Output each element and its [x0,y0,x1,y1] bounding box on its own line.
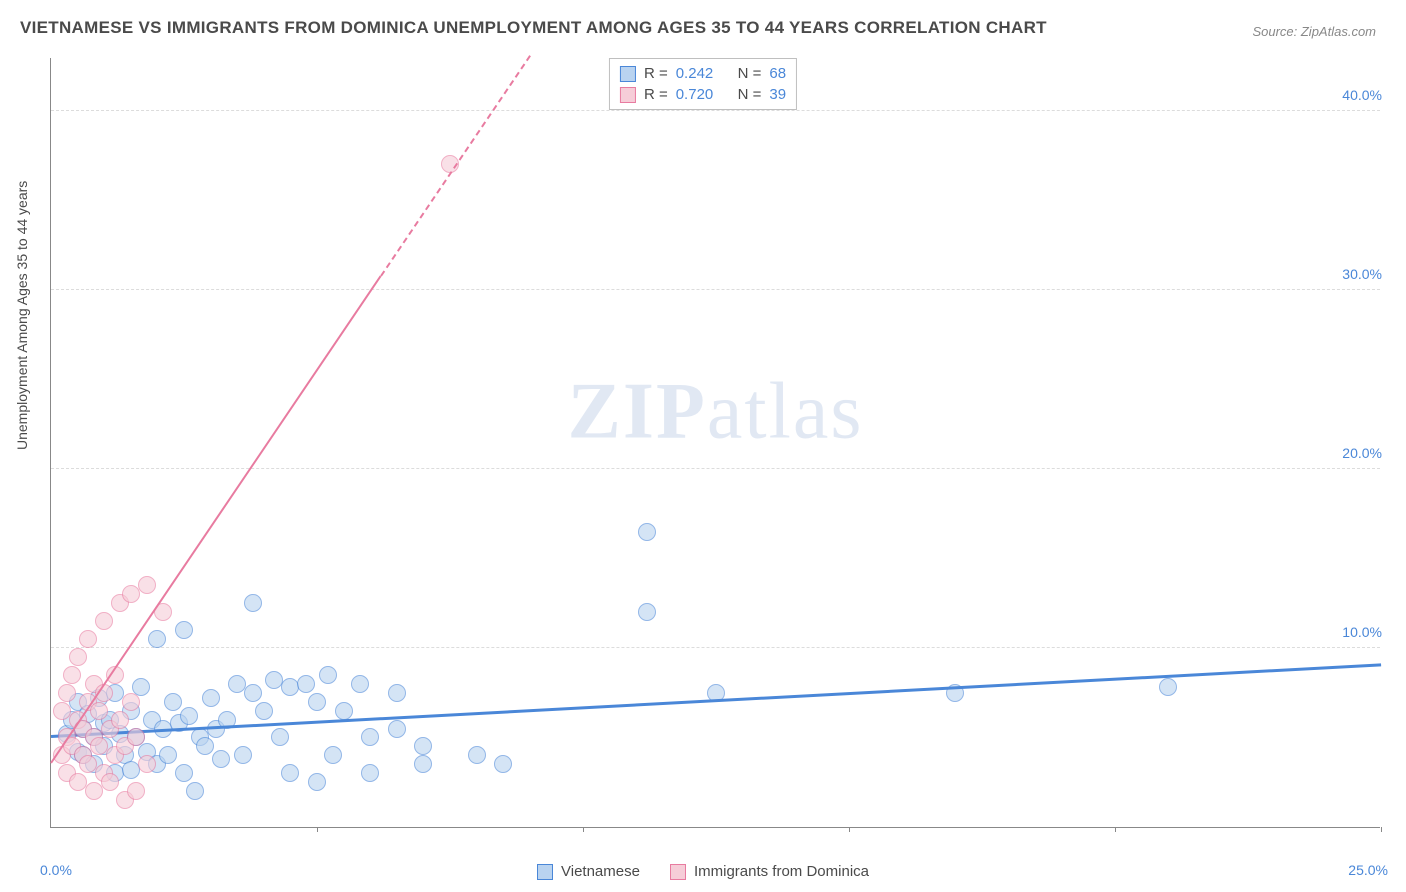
data-point [95,612,113,630]
data-point [308,693,326,711]
data-point [319,666,337,684]
data-point [297,675,315,693]
data-point [122,693,140,711]
legend-item: Immigrants from Dominica [670,863,869,880]
plot-area: ZIPatlas 10.0%20.0%30.0%40.0% [50,58,1380,828]
watermark-light: atlas [707,367,864,455]
data-point [324,746,342,764]
data-point [335,702,353,720]
y-tick-label: 30.0% [1340,266,1384,282]
x-tick [583,827,584,832]
stat-n-label: N = [738,86,762,103]
legend-label: Vietnamese [561,863,640,880]
data-point [271,728,289,746]
stat-r-value: 0.720 [676,86,714,103]
data-point [638,603,656,621]
data-point [69,648,87,666]
data-point [638,523,656,541]
stats-row: R = 0.242 N = 68 [620,63,786,84]
stat-r-value: 0.242 [676,65,714,82]
data-point [414,755,432,773]
data-point [138,576,156,594]
data-point [388,684,406,702]
data-point [234,746,252,764]
legend-label: Immigrants from Dominica [694,863,869,880]
data-point [111,711,129,729]
data-point [244,684,262,702]
data-point [361,728,379,746]
series-swatch [620,66,636,82]
y-tick-label: 20.0% [1340,445,1384,461]
stat-r-label: R = [644,65,668,82]
stat-r-label: R = [644,86,668,103]
data-point [414,737,432,755]
data-point [101,773,119,791]
data-point [494,755,512,773]
data-point [175,764,193,782]
data-point [175,621,193,639]
trend-line-dashed [380,55,531,276]
data-point [180,707,198,725]
legend: Vietnamese Immigrants from Dominica [537,863,869,880]
stat-n-label: N = [738,65,762,82]
source-attribution: Source: ZipAtlas.com [1252,24,1376,39]
data-point [127,782,145,800]
x-tick [1115,827,1116,832]
legend-swatch [670,864,686,880]
data-point [351,675,369,693]
gridline [51,647,1380,648]
data-point [468,746,486,764]
stats-row: R = 0.720 N = 39 [620,84,786,105]
data-point [308,773,326,791]
data-point [148,630,166,648]
data-point [127,728,145,746]
y-tick-label: 10.0% [1340,624,1384,640]
watermark-bold: ZIP [568,367,707,455]
data-point [58,684,76,702]
data-point [255,702,273,720]
watermark: ZIPatlas [568,366,864,457]
data-point [1159,678,1177,696]
data-point [388,720,406,738]
chart-title: VIETNAMESE VS IMMIGRANTS FROM DOMINICA U… [20,18,1047,38]
data-point [164,693,182,711]
gridline [51,289,1380,290]
legend-item: Vietnamese [537,863,640,880]
data-point [138,755,156,773]
series-swatch [620,87,636,103]
x-tick [849,827,850,832]
data-point [202,689,220,707]
data-point [63,666,81,684]
x-tick [317,827,318,832]
data-point [159,746,177,764]
data-point [196,737,214,755]
x-tick [1381,827,1382,832]
data-point [244,594,262,612]
stat-n-value: 68 [769,65,786,82]
data-point [85,782,103,800]
data-point [281,764,299,782]
stat-n-value: 39 [769,86,786,103]
data-point [361,764,379,782]
y-axis-label: Unemployment Among Ages 35 to 44 years [14,181,30,450]
data-point [90,702,108,720]
x-axis-min-label: 0.0% [40,862,72,878]
x-axis-max-label: 25.0% [1348,862,1388,878]
data-point [212,750,230,768]
legend-swatch [537,864,553,880]
y-tick-label: 40.0% [1340,87,1384,103]
data-point [79,630,97,648]
data-point [186,782,204,800]
data-point [122,585,140,603]
stats-box: R = 0.242 N = 68R = 0.720 N = 39 [609,58,797,110]
